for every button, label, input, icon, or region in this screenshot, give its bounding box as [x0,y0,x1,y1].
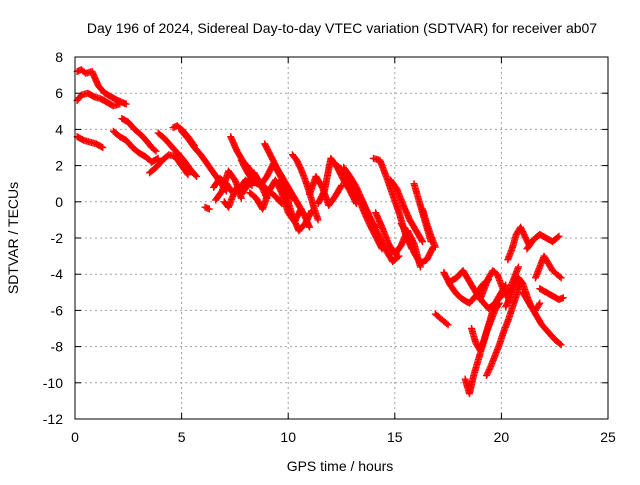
y-tick-label: 2 [55,158,63,174]
x-tick-label: 10 [280,429,296,445]
data-point [116,100,124,108]
x-tick-label: 5 [178,429,186,445]
data-point [514,263,522,271]
series-arc-7 [154,129,201,180]
data-point [556,273,564,281]
y-tick-label: 4 [55,121,63,137]
data-point [191,171,199,179]
data-point [555,232,563,240]
series-arc-18 [276,176,316,235]
data-point [296,164,304,172]
series-arc-27 [387,176,427,246]
series-arc-42 [532,252,565,282]
data-point [444,321,452,329]
y-tick-label: -8 [51,339,64,355]
series-arc-2 [73,89,124,110]
data-point [536,299,544,307]
x-tick-label: 15 [387,429,403,445]
data-point [419,238,427,246]
data-point [184,171,192,179]
data-point [152,147,160,155]
chart-title: Day 196 of 2024, Sidereal Day-to-day VTE… [87,20,597,36]
data-point [418,236,426,244]
data-point [306,223,314,231]
series-arc-40 [519,288,565,349]
data-point [122,100,130,108]
x-tick-label: 0 [71,429,79,445]
data-point [559,294,567,302]
data-point [314,216,322,224]
data-point [505,295,513,303]
y-tick-label: -4 [51,266,64,282]
data-point [443,320,451,328]
series-arc-1 [73,66,130,108]
series-arc-41 [523,230,563,253]
data-point [193,172,201,180]
series-arc-36 [482,277,525,380]
data-point [554,233,562,241]
data-point [151,146,159,154]
data-point [557,274,565,282]
y-tick-label: -10 [43,375,63,391]
series-arc-20 [306,172,345,209]
y-tick-label: 8 [55,49,63,65]
series-arc-5 [109,127,162,166]
series-arc-43 [536,285,567,304]
y-tick-label: -2 [51,230,64,246]
data-point [99,144,107,151]
x-tick-label: 25 [600,429,616,445]
data-points [73,66,567,398]
series-arc-10 [201,203,213,213]
series-arc-3 [73,133,107,151]
series-arc-24 [357,194,403,266]
data-point [535,301,543,309]
y-tick-label: 6 [55,85,63,101]
data-point [237,194,245,202]
series-arc-13 [220,183,245,211]
data-point [486,364,494,372]
data-point [557,341,565,349]
data-point [97,143,105,151]
x-axis-label: GPS time / hours [287,458,394,474]
axis-ticks: 0 5 10 15 20 25 -12 -10 -8 -6 -4 -2 0 2 4 6 8 [43,49,616,445]
series-arc-30 [419,205,439,251]
data-point [205,205,213,213]
series-arc-19 [288,151,322,224]
data-point [556,340,564,348]
data-point [153,155,161,163]
data-point [183,169,191,177]
data-point [431,243,439,251]
series-arc-31 [431,310,452,329]
series-arc-17 [261,140,314,231]
y-axis-label: SDTVAR / TECUs [5,182,21,294]
series-arc-4 [118,115,160,155]
y-tick-label: -6 [51,302,64,318]
series-arc-39 [504,223,533,264]
data-point [395,252,403,260]
x-tick-label: 20 [494,429,510,445]
y-tick-label: -12 [43,411,63,427]
data-point [337,183,345,191]
y-tick-label: 0 [55,194,63,210]
